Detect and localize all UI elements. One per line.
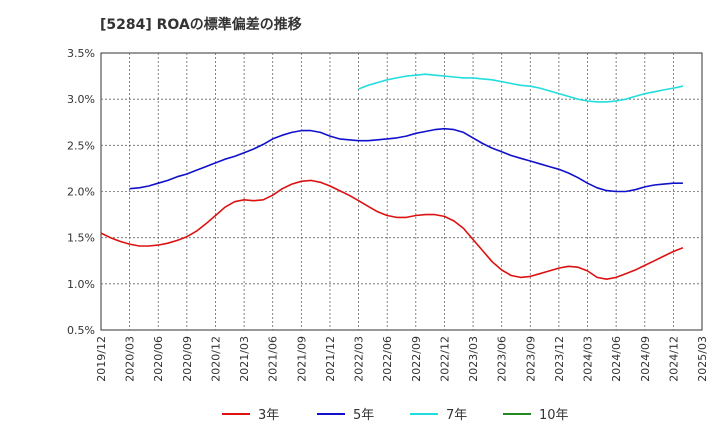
y-tick-label: 3.0% — [67, 93, 95, 106]
x-tick-label: 2020/06 — [152, 336, 165, 382]
x-tick-label: 2023/09 — [524, 336, 537, 382]
y-tick-label: 2.0% — [67, 186, 95, 199]
y-tick-label: 1.5% — [67, 232, 95, 245]
y-tick-label: 2.5% — [67, 139, 95, 152]
chart-title: [5284] ROAの標準偏差の推移 — [100, 17, 302, 33]
axis-layer: 3.5% 3.0% 2.5% 2.0% 1.5% 1.0% 0.5%2019/12 2020/… — [67, 47, 709, 382]
x-tick-label: 2023/03 — [467, 336, 480, 382]
x-tick-label: 2020/09 — [181, 336, 194, 382]
y-tick-label: 3.5% — [67, 47, 95, 60]
x-tick-label: 2021/12 — [324, 336, 337, 382]
x-tick-label: 2022/06 — [381, 336, 394, 382]
legend-label: 7年 — [446, 408, 467, 423]
x-tick-label: 2020/03 — [124, 336, 137, 382]
x-tick-label: 2024/06 — [610, 336, 623, 382]
series-line-5年 — [129, 127, 683, 193]
x-tick-label: 2021/06 — [267, 336, 280, 382]
x-tick-label: 2024/09 — [639, 336, 652, 382]
x-tick-label: 2025/03 — [696, 336, 709, 382]
legend-label: 10年 — [539, 408, 569, 423]
legend: 3年 5年 7年 10年 — [222, 408, 569, 423]
legend-label: 3年 — [258, 408, 279, 423]
x-tick-label: 2020/12 — [209, 336, 222, 382]
series-line-7年 — [358, 73, 684, 103]
x-tick-label: 2021/09 — [295, 336, 308, 382]
x-tick-label: 2021/03 — [238, 336, 251, 382]
y-tick-label: 0.5% — [67, 324, 95, 337]
y-tick-label: 1.0% — [67, 278, 95, 291]
legend-label: 5年 — [353, 408, 374, 423]
x-tick-label: 2022/12 — [438, 336, 451, 382]
grid-layer — [100, 52, 703, 331]
x-tick-label: 2022/09 — [410, 336, 423, 382]
x-tick-label: 2022/03 — [353, 336, 366, 382]
x-tick-label: 2019/12 — [95, 336, 108, 382]
x-tick-label: 2024/03 — [582, 336, 595, 382]
x-tick-label: 2024/12 — [667, 336, 680, 382]
x-tick-label: 2023/12 — [553, 336, 566, 382]
x-tick-label: 2023/06 — [496, 336, 509, 382]
series-line-3年 — [100, 179, 684, 280]
series-layer — [100, 73, 684, 280]
